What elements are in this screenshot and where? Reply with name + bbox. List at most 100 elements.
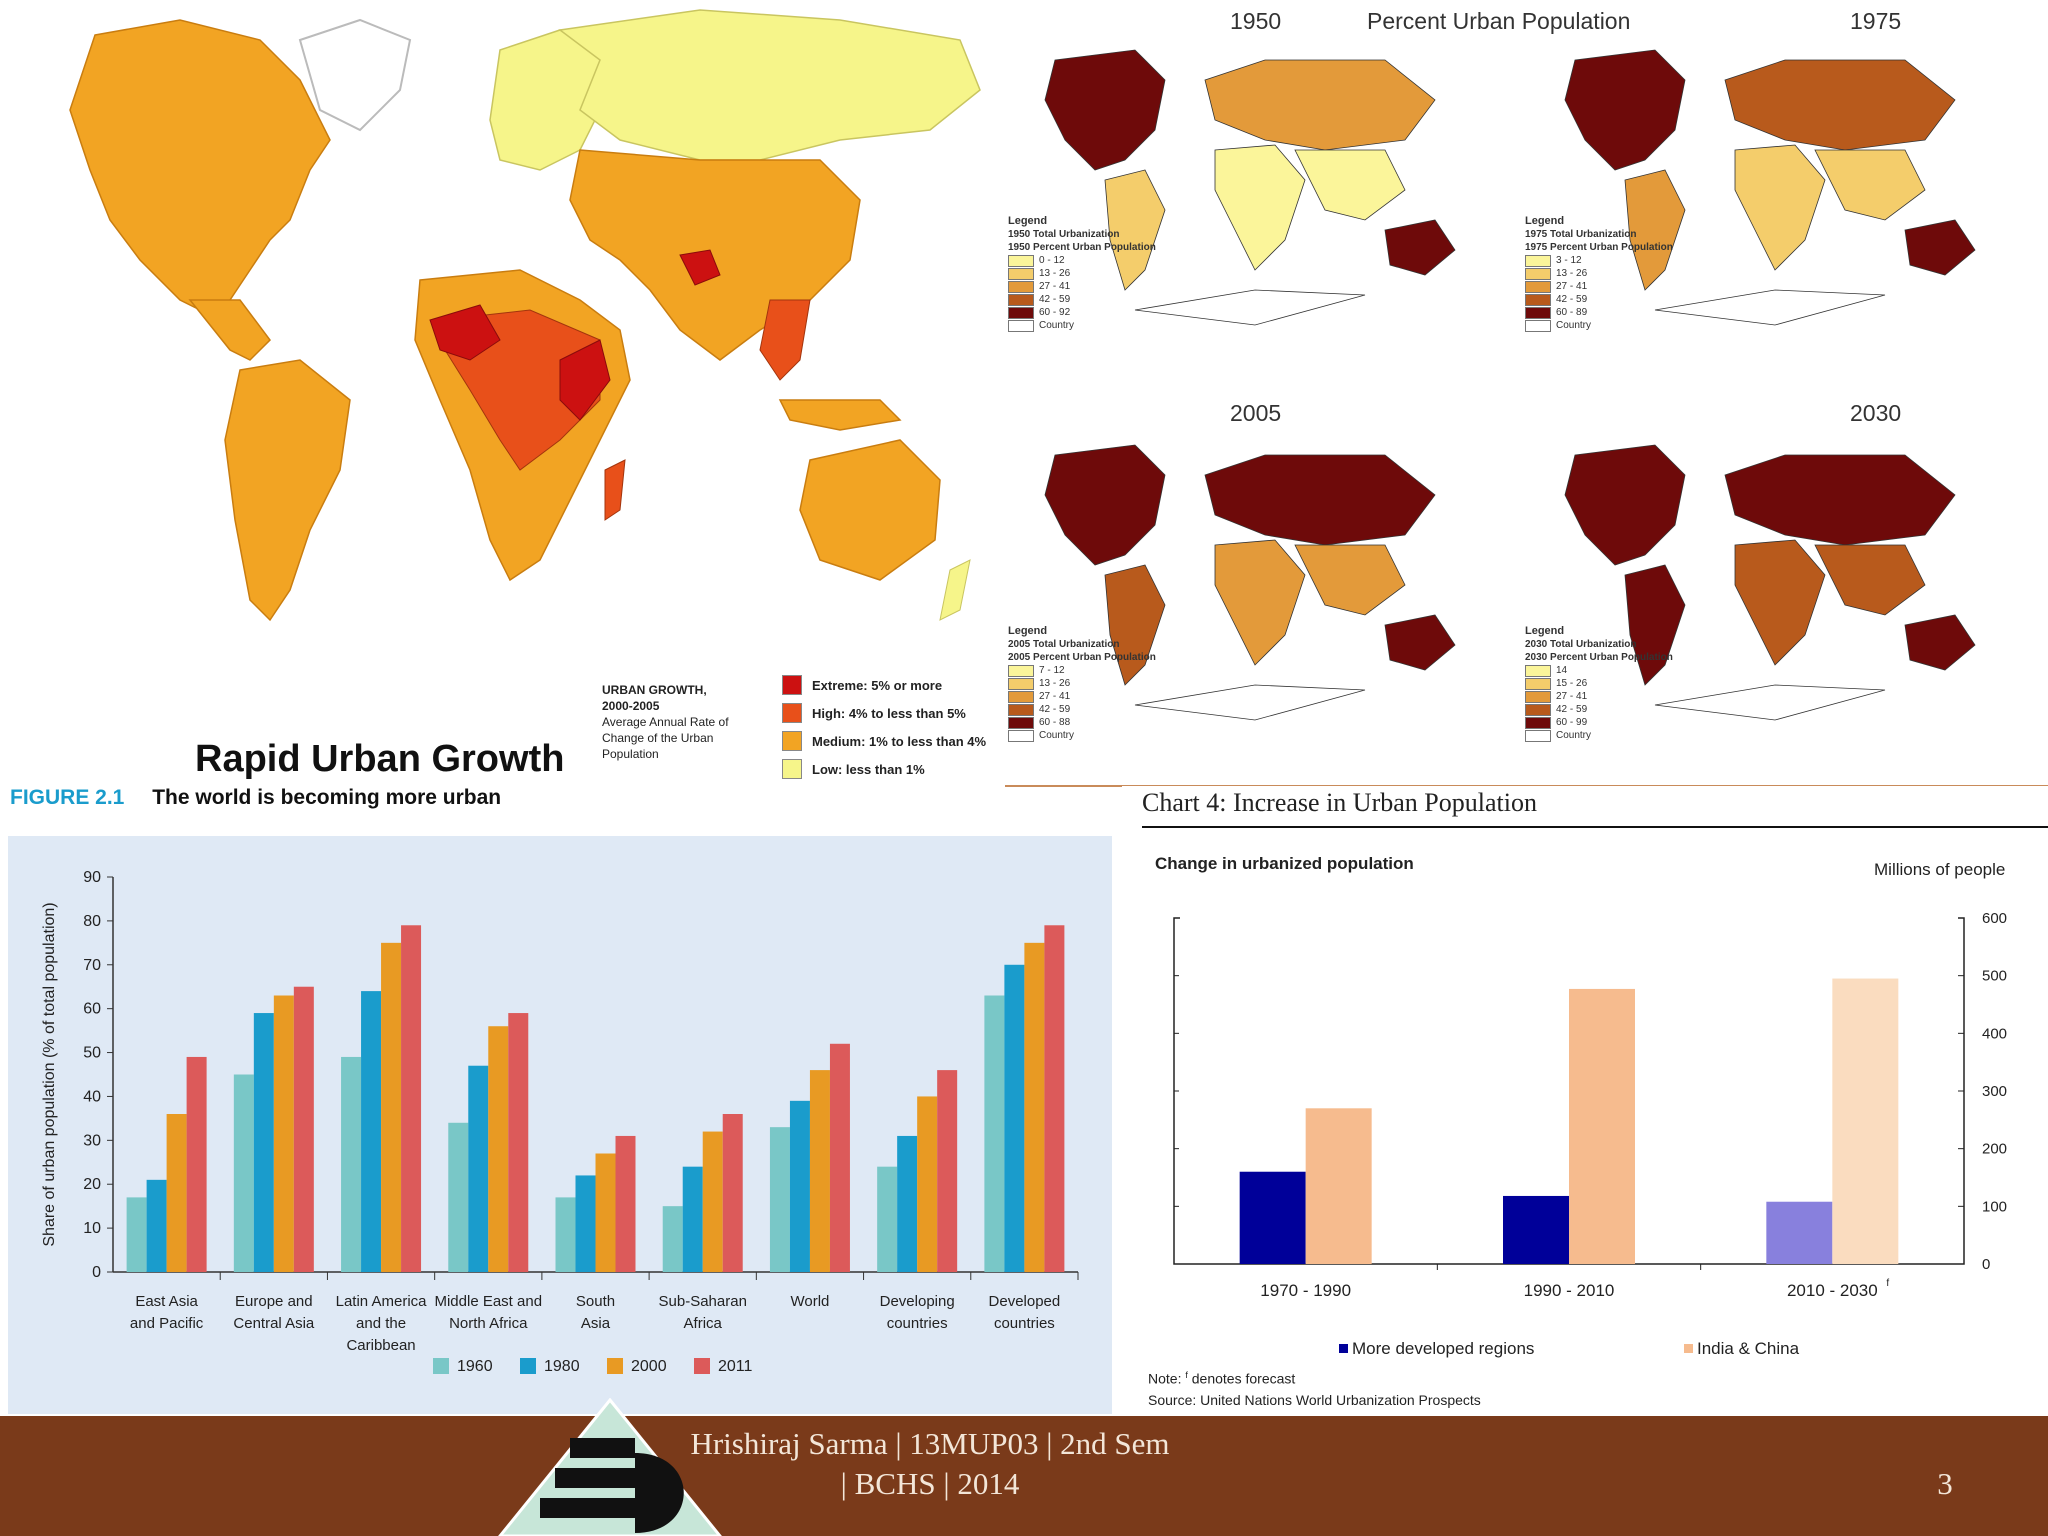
bar <box>1569 988 1635 1264</box>
bar-1980 <box>468 1065 489 1272</box>
urban-map-legend-line: 2005 Total Urbanization <box>1008 639 1120 650</box>
map-africa <box>1214 539 1306 666</box>
bar-1980 <box>253 1013 274 1272</box>
map-eurasia <box>1204 59 1436 151</box>
map-antarctica <box>1654 684 1886 721</box>
y-tick-label: 50 <box>83 1045 101 1062</box>
urban-map-legend-item: 13 - 26 <box>1008 677 1156 690</box>
growth-legend-swatch <box>782 675 802 695</box>
urban-map-shapes <box>1044 444 1456 721</box>
bar-1960 <box>877 1166 898 1272</box>
growth-legend-item: Low: less than 1% <box>782 759 925 779</box>
legend-subheading-line-3: Population <box>602 747 659 761</box>
bar-2000 <box>917 1096 938 1272</box>
legend-swatch-2011 <box>694 1358 710 1374</box>
urban-map-legend-swatch <box>1008 293 1034 306</box>
bar-1960 <box>341 1056 362 1272</box>
bar-2011 <box>508 1013 529 1272</box>
urbanized-population-bar-chart: 0 100 200 300 400 500 600 1970 - 1990 1990 - 201… <box>1173 910 2007 1358</box>
legend-label: 2011 <box>718 1358 753 1375</box>
map-southeast-asia <box>759 299 811 381</box>
legend-label: More developed regions <box>1352 1339 1534 1358</box>
x-tick-label: East Asia <box>135 1293 198 1310</box>
x-tick-label: and the <box>356 1315 406 1332</box>
growth-legend-item: High: 4% to less than 5% <box>782 703 966 723</box>
y-tick-label: 0 <box>92 1264 101 1281</box>
urban-map-legend-item: 13 - 26 <box>1525 267 1673 280</box>
urban-map-legend-line: 1975 Total Urbanization <box>1525 229 1637 240</box>
urban-map-legend-range: 14 <box>1556 665 1568 676</box>
map-eurasia <box>1724 59 1956 151</box>
map-eurasia <box>1724 454 1956 546</box>
urban-map-legend-line: 1975 Percent Urban Population <box>1525 242 1673 253</box>
bar-1980 <box>361 991 382 1272</box>
urban-map-legend-range: 27 - 41 <box>1039 691 1071 702</box>
legend-swatch <box>1684 1344 1693 1353</box>
bar <box>1832 978 1899 1264</box>
urban-map-legend-item: 42 - 59 <box>1008 703 1156 716</box>
urban-map-1975: 1975 Legend 1975 Total Urbanization 1975 Pe… <box>1525 0 2045 395</box>
bar-2011 <box>722 1114 743 1272</box>
page-number: 3 <box>1937 1466 1953 1501</box>
urban-map-legend-range: 3 - 12 <box>1556 255 1582 266</box>
urban-map-legend-item: 60 - 99 <box>1525 716 1673 729</box>
urban-map-legend-item: 27 - 41 <box>1525 280 1673 293</box>
urban-map-legend-swatch <box>1525 319 1551 332</box>
map-greenland <box>298 18 412 132</box>
urban-map-legend-swatch <box>1525 729 1551 742</box>
urban-map-shapes <box>1564 444 1976 721</box>
urban-map-legend-item: 60 - 88 <box>1008 716 1156 729</box>
urban-map-legend-swatch <box>1008 664 1034 677</box>
bar-2000 <box>809 1070 830 1272</box>
chart4-note-rest: denotes forecast <box>1187 1370 1296 1387</box>
bchs-logo <box>498 1398 722 1536</box>
urban-map-year: 1950 <box>1230 8 1282 34</box>
map-south-america <box>1624 564 1686 686</box>
bar-2011 <box>401 925 422 1272</box>
urban-map-legend: Legend 1950 Total Urbanization 1950 Percen… <box>1008 215 1156 332</box>
urban-map-legend-swatch <box>1525 306 1551 319</box>
bar-2000 <box>488 1026 509 1272</box>
map-south-asia <box>1294 544 1406 616</box>
bar-2011 <box>186 1056 207 1272</box>
urban-map-legend-item: 60 - 92 <box>1008 306 1156 319</box>
y-tick-label: 70 <box>83 957 101 974</box>
urban-map-legend-item: 13 - 26 <box>1008 267 1156 280</box>
urban-map-legend-swatch <box>1008 280 1034 293</box>
legend-swatch-1980 <box>520 1358 536 1374</box>
urban-map-legend-swatch <box>1008 677 1034 690</box>
y-tick-label: 30 <box>83 1132 101 1149</box>
map-title: Rapid Urban Growth <box>195 738 565 780</box>
bar-1960 <box>984 995 1005 1272</box>
y-tick-label: 200 <box>1982 1141 2007 1158</box>
bar-2000 <box>595 1153 616 1272</box>
bar <box>1503 1195 1569 1264</box>
growth-legend-label: Low: less than 1% <box>812 761 925 777</box>
urban-map-legend-item: Country <box>1525 729 1673 742</box>
map-south-america <box>224 359 351 622</box>
figure-2-1-chart-panel: 0 10 20 30 40 50 60 70 80 90 Share of urban popula… <box>8 836 1112 1414</box>
map-africa-extreme <box>429 304 501 361</box>
growth-legend-label: Extreme: 5% or more <box>812 677 943 693</box>
map-australia <box>1904 219 1976 276</box>
urban-growth-map-panel: Rapid Urban Growth URBAN GROWTH, 2000-20… <box>0 0 1005 790</box>
urban-map-legend-range: 27 - 41 <box>1556 281 1588 292</box>
urban-map-legend-country: Country <box>1556 730 1592 741</box>
map-africa <box>1734 539 1826 666</box>
map-madagascar <box>604 459 626 521</box>
x-tick-label: South <box>576 1293 615 1310</box>
map-indonesia <box>778 399 902 431</box>
map-north-america <box>1564 49 1686 171</box>
chart4-source: Source: United Nations World Urbanizatio… <box>1148 1392 1481 1408</box>
urban-map-legend-item: 27 - 41 <box>1008 280 1156 293</box>
urban-map-legend-range: 42 - 59 <box>1556 294 1588 305</box>
urban-map-legend-item: 3 - 12 <box>1525 254 1673 267</box>
bar <box>1239 1171 1306 1264</box>
y-tick-label: 60 <box>83 1001 101 1018</box>
urban-map-shapes <box>1044 49 1456 326</box>
legend-heading-line-1: URBAN GROWTH, <box>602 683 707 697</box>
bar-2011 <box>615 1135 636 1272</box>
urban-map-legend-title: Legend <box>1008 625 1048 637</box>
urban-map-shapes <box>1564 49 1976 326</box>
chart4-panel: Chart 4: Increase in Urban Population Ch… <box>1122 786 2048 1416</box>
